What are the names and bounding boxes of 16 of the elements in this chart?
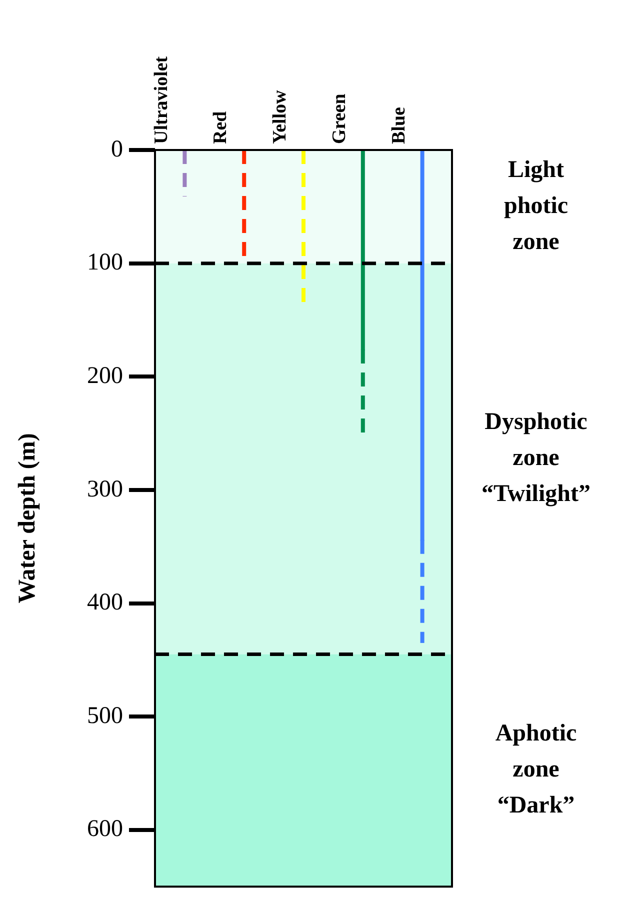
x-tick-label: Green: [329, 93, 350, 144]
y-tick-label: 500: [87, 702, 123, 729]
y-tick-label: 100: [87, 250, 123, 276]
x-tick-label: Yellow: [270, 90, 291, 144]
y-tick-label: 400: [87, 590, 123, 616]
x-tick-label: Ultraviolet: [150, 56, 172, 144]
y-tick-label: 200: [87, 362, 123, 389]
y-tick-label: 600: [87, 816, 123, 842]
x-tick-label: Red: [210, 110, 232, 144]
y-axis-title: Water depth (m): [14, 433, 41, 604]
x-tick-label: Blue: [388, 107, 410, 144]
y-tick-label: 300: [87, 476, 123, 502]
band-label: Dysphotic zone “Twilight”: [482, 409, 590, 508]
band-label: Aphotic zone “Dark”: [495, 720, 578, 819]
y-tick-label: 0: [111, 136, 123, 162]
band-label: Light photic zone: [504, 156, 568, 255]
